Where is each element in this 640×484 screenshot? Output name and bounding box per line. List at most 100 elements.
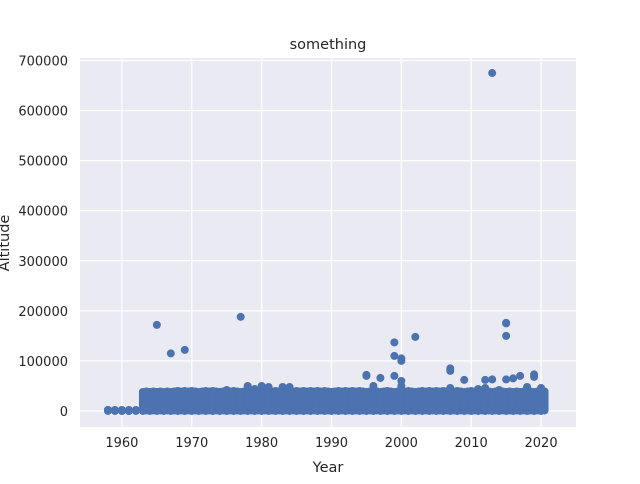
y-tick-label: 500000 [18, 155, 68, 170]
y-tick-label: 0 [60, 405, 68, 420]
data-point [145, 389, 154, 398]
data-point [383, 386, 392, 395]
data-point [362, 371, 371, 380]
data-point [390, 351, 399, 360]
x-tick-label: 1960 [105, 436, 138, 451]
data-point [516, 371, 525, 380]
data-point [201, 386, 210, 395]
data-point [292, 386, 301, 395]
y-tick-labels: 0 100000 200000 300000 400000 500000 600000 700… [18, 55, 68, 420]
x-tick-label: 2010 [455, 436, 488, 451]
data-point [166, 349, 175, 358]
data-point [446, 383, 455, 392]
grid-lines [80, 58, 576, 427]
data-point [376, 373, 385, 382]
data-point [250, 384, 259, 393]
data-point [166, 388, 175, 397]
data-point [502, 375, 511, 384]
data-point [194, 388, 203, 397]
y-tick-label: 100000 [18, 355, 68, 370]
data-point [495, 385, 504, 394]
data-point [271, 386, 280, 395]
x-tick-label: 1970 [175, 436, 208, 451]
data-point [285, 382, 294, 391]
y-axis-label: Altitude [0, 215, 13, 272]
data-point [229, 386, 238, 395]
data-point [173, 386, 182, 395]
data-point [299, 386, 308, 395]
data-point [222, 385, 231, 394]
data-point [257, 381, 266, 390]
data-point [117, 406, 126, 415]
y-tick-label: 200000 [18, 305, 68, 320]
data-point [313, 386, 322, 395]
data-point [320, 386, 329, 395]
data-point [327, 387, 336, 396]
data-point [236, 312, 245, 321]
data-point [348, 386, 357, 395]
x-tick-label: 1990 [315, 436, 348, 451]
data-point [110, 406, 119, 415]
data-point [446, 366, 455, 375]
data-point [236, 387, 245, 396]
data-point [215, 387, 224, 396]
data-point [509, 374, 518, 383]
data-point [390, 371, 399, 380]
data-point [180, 345, 189, 354]
data-point [306, 386, 315, 395]
data-point [152, 320, 161, 329]
data-point [264, 382, 273, 391]
data-point [467, 386, 476, 395]
data-point [138, 404, 147, 413]
data-point [397, 381, 406, 390]
data-point [460, 375, 469, 384]
data-point [481, 375, 490, 384]
data-point [537, 383, 546, 392]
y-tick-label: 700000 [18, 55, 68, 70]
chart-title: something [290, 37, 367, 53]
data-point [208, 386, 217, 395]
data-points [103, 69, 549, 415]
x-tick-label: 2020 [525, 436, 558, 451]
data-point [432, 386, 441, 395]
data-point [523, 382, 532, 391]
data-point [397, 356, 406, 365]
x-tick-label: 1980 [245, 436, 278, 451]
y-tick-label: 600000 [18, 105, 68, 120]
data-point [488, 69, 497, 78]
x-tick-labels: 1960 1970 1980 1990 2000 2010 2020 [105, 436, 557, 451]
data-point [404, 386, 413, 395]
data-point [131, 406, 140, 415]
data-point [418, 386, 427, 395]
x-axis-label: Year [312, 460, 344, 476]
data-point [411, 332, 420, 341]
plot-background [80, 58, 576, 427]
x-tick-label: 2000 [385, 436, 418, 451]
data-point [425, 386, 434, 395]
data-point [341, 386, 350, 395]
data-point [481, 383, 490, 392]
data-point [390, 338, 399, 347]
data-point [530, 372, 539, 381]
data-point [502, 319, 511, 328]
data-point [243, 381, 252, 390]
data-point [278, 382, 287, 391]
data-point [488, 375, 497, 384]
data-point [502, 331, 511, 340]
data-point [369, 381, 378, 390]
y-tick-label: 300000 [18, 255, 68, 270]
data-point [124, 406, 133, 415]
data-point [355, 386, 364, 395]
data-point [159, 388, 168, 397]
data-point [474, 384, 483, 393]
y-tick-label: 400000 [18, 205, 68, 220]
data-point [103, 405, 112, 414]
data-point [453, 386, 462, 395]
data-point [180, 386, 189, 395]
data-point [439, 386, 448, 395]
data-point [152, 387, 161, 396]
data-point [187, 386, 196, 395]
data-point [334, 386, 343, 395]
